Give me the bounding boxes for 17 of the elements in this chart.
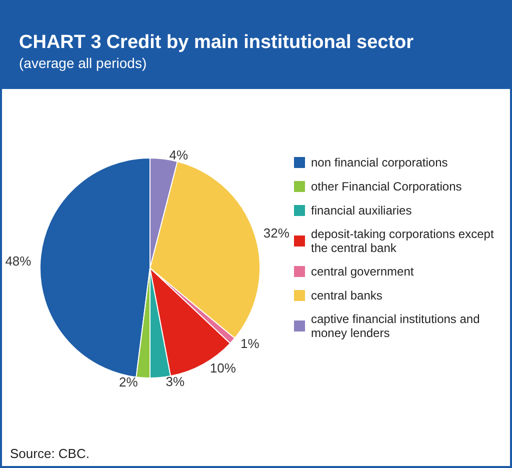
data-label: 48%	[5, 253, 32, 268]
legend-label: central banks	[311, 288, 382, 302]
legend-label: deposit-taking corporations except the central bank	[311, 227, 498, 255]
legend-label: central government	[311, 264, 414, 278]
chart-title: CHART 3 Credit by main institutional sector	[19, 32, 414, 53]
data-label: 2%	[119, 374, 138, 390]
data-label: 32%	[263, 225, 290, 240]
chart-subtitle: (average all periods)	[19, 55, 147, 71]
data-label: 1%	[240, 336, 260, 351]
legend-label: financial auxiliaries	[311, 204, 412, 218]
legend-label: captive financial institutions and money lenders	[311, 312, 484, 340]
data-label: 3%	[166, 374, 185, 389]
source-note: Source: CBC.	[10, 446, 90, 461]
legend-label: other Financial Corporations	[311, 180, 462, 194]
data-label: 10%	[210, 360, 236, 376]
data-label: 4%	[169, 147, 189, 162]
legend-label: non financial corporations	[311, 156, 448, 170]
